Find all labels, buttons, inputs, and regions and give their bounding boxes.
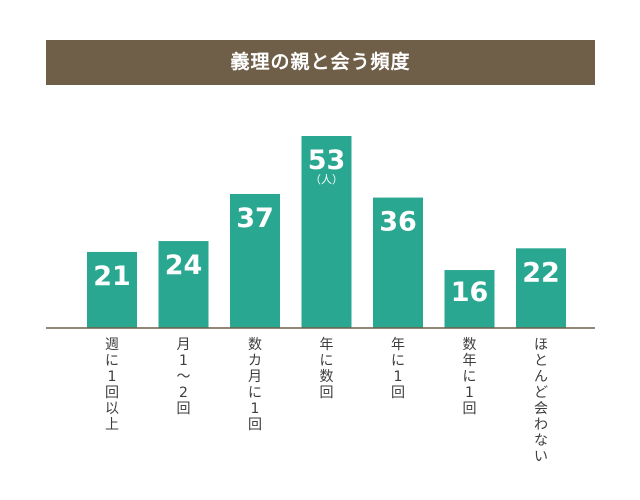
bar-value-label: 37 bbox=[236, 203, 274, 234]
bar bbox=[87, 251, 137, 328]
bar bbox=[444, 270, 495, 328]
bar bbox=[158, 241, 209, 328]
chart-title: 義理の親と会う頻度 bbox=[230, 51, 411, 73]
category-label: 年に数回 bbox=[320, 337, 334, 401]
chart-title-bar: 義理の親と会う頻度 bbox=[46, 40, 595, 85]
category-label: 月 1 ～ 2 回 bbox=[177, 337, 191, 417]
bar-value-label: 16 bbox=[451, 277, 489, 308]
category-label: 数カ月に 1 回 bbox=[248, 337, 262, 433]
bar bbox=[516, 248, 566, 328]
bar bbox=[301, 136, 352, 328]
bar-value-label: 36 bbox=[379, 207, 417, 238]
bar bbox=[230, 193, 280, 328]
bar bbox=[373, 197, 423, 328]
category-label: 年に 1 回 bbox=[391, 337, 405, 401]
category-label: 週に 1 回以上 bbox=[105, 337, 119, 433]
unit-label: （人） bbox=[310, 173, 343, 186]
bar-value-label: 24 bbox=[165, 250, 203, 281]
category-label: ほとんど会わない bbox=[534, 337, 548, 465]
bar-value-label: 21 bbox=[93, 261, 131, 292]
bar-value-label: 22 bbox=[522, 257, 560, 288]
bar-value-label: 53 bbox=[308, 145, 346, 176]
category-label: 数年に 1 回 bbox=[463, 337, 477, 417]
